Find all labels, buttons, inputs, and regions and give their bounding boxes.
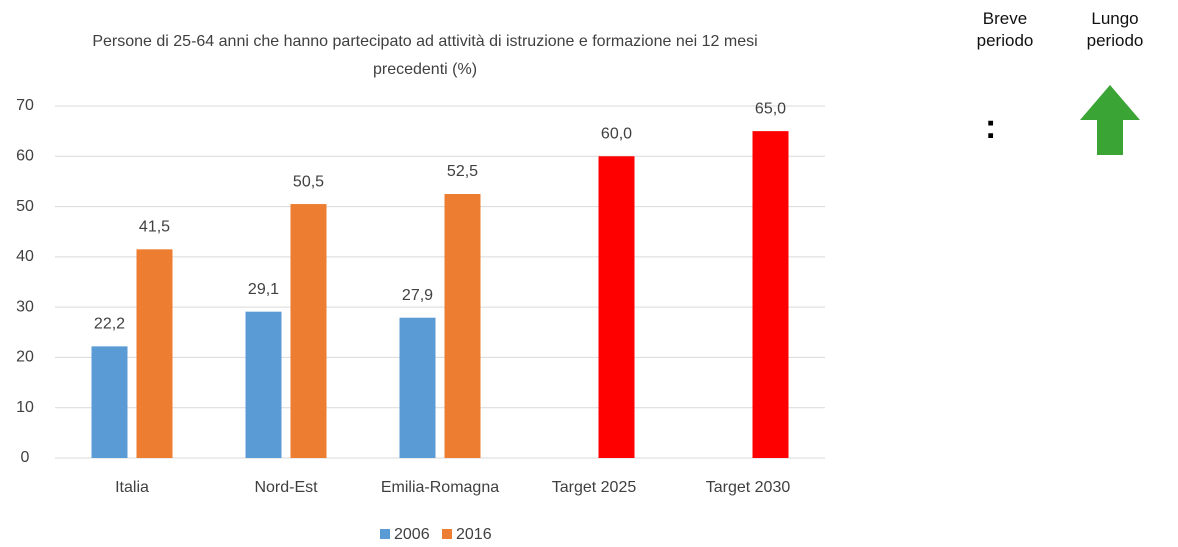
y-tick-label: 50 [16,198,34,215]
bar [91,346,128,458]
y-tick-label: 0 [21,449,30,466]
bar [399,317,436,458]
short-term-label: Breve periodo [976,9,1034,50]
y-tick-label: 30 [16,298,34,315]
y-tick-label: 10 [16,399,34,416]
y-tick-label: 20 [16,349,34,366]
y-tick-label: 60 [16,148,34,165]
x-tick-label: Target 2025 [552,479,637,496]
legend-swatch [380,529,390,539]
value-label: 65,0 [755,100,786,117]
bar [136,249,173,458]
long-term-arrow [1080,85,1140,155]
bar [245,311,282,458]
value-label: 41,5 [139,219,170,236]
bar [290,204,327,458]
value-label: 50,5 [293,173,324,190]
y-tick-label: 40 [16,248,34,265]
x-tick-label: Emilia-Romagna [381,479,499,496]
x-tick-label: Nord-Est [254,479,318,496]
bar [752,131,789,458]
value-label: 29,1 [248,281,279,298]
x-tick-label: Italia [115,479,149,496]
value-label: 60,0 [601,126,632,143]
value-label: 52,5 [447,163,478,180]
y-tick-label: 70 [16,97,34,114]
legend-label: 2016 [456,526,492,543]
x-tick-label: Target 2030 [706,479,791,496]
bar [444,194,481,458]
chart-title: Persone di 25-64 anni che hanno partecip… [92,33,758,78]
value-label: 22,2 [94,316,125,333]
long-term-label: Lungo periodo [1086,9,1144,50]
short-term-symbol: : [985,108,997,146]
legend-swatch [442,529,452,539]
bar [598,156,635,459]
legend-label: 2006 [394,526,430,543]
value-label: 27,9 [402,287,433,304]
